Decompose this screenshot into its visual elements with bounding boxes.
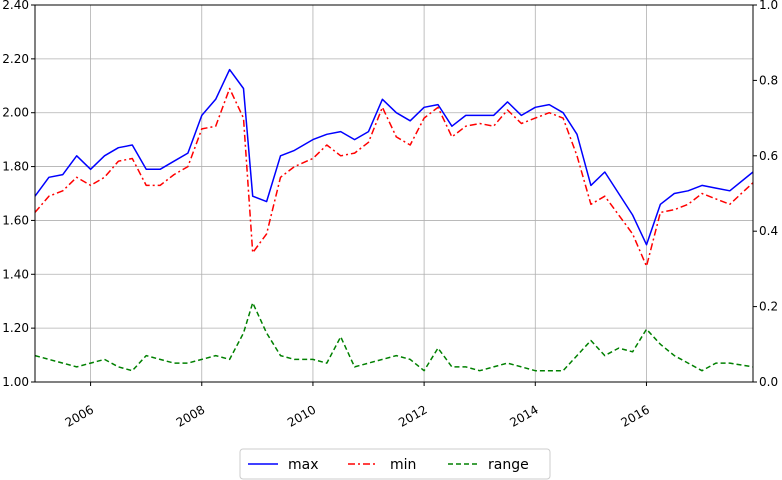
x-tick-label: 2010 [285, 402, 318, 429]
series-line-range [34, 302, 754, 372]
y-right-tick-label: 1.0 [759, 0, 778, 12]
legend-label-min: min [390, 457, 416, 473]
legend-label-range: range [488, 457, 529, 473]
x-tick-label: 2014 [507, 402, 540, 429]
y-left-tick-label: 2.40 [2, 0, 29, 12]
plot-frame [34, 4, 754, 383]
y-left-tick-label: 1.60 [2, 213, 29, 227]
legend-frame [239, 448, 551, 480]
x-tick-label: 2008 [174, 402, 207, 429]
y-left-tick-label: 1.80 [2, 160, 29, 174]
series-lines [34, 68, 754, 372]
y-axis-right: 0.0 0.2 0.4 0.6 0.8 1.0 [753, 0, 778, 389]
legend: max min range [239, 448, 551, 480]
series-line-min [34, 87, 754, 267]
y-left-tick-label: 2.20 [2, 52, 29, 66]
y-left-tick-label: 1.00 [2, 375, 29, 389]
y-right-tick-label: 0.6 [759, 149, 778, 163]
legend-label-max: max [288, 457, 319, 473]
y-axis-left: 1.00 1.20 1.40 1.60 1.80 2.00 2.20 2.40 [2, 0, 35, 389]
y-right-tick-label: 0.2 [759, 300, 778, 314]
y-right-tick-label: 0.8 [759, 73, 778, 87]
series-line-max [34, 68, 754, 246]
x-axis: 2006 2008 2010 2012 2014 2016 [63, 382, 652, 430]
x-tick-label: 2006 [63, 402, 96, 429]
y-left-tick-label: 1.40 [2, 267, 29, 281]
y-left-tick-label: 2.00 [2, 106, 29, 120]
y-right-tick-label: 0.0 [759, 375, 778, 389]
y-left-tick-label: 1.20 [2, 321, 29, 335]
x-tick-label: 2012 [396, 402, 429, 429]
x-tick-label: 2016 [619, 402, 652, 429]
y-right-tick-label: 0.4 [759, 224, 778, 238]
grid [35, 4, 753, 383]
